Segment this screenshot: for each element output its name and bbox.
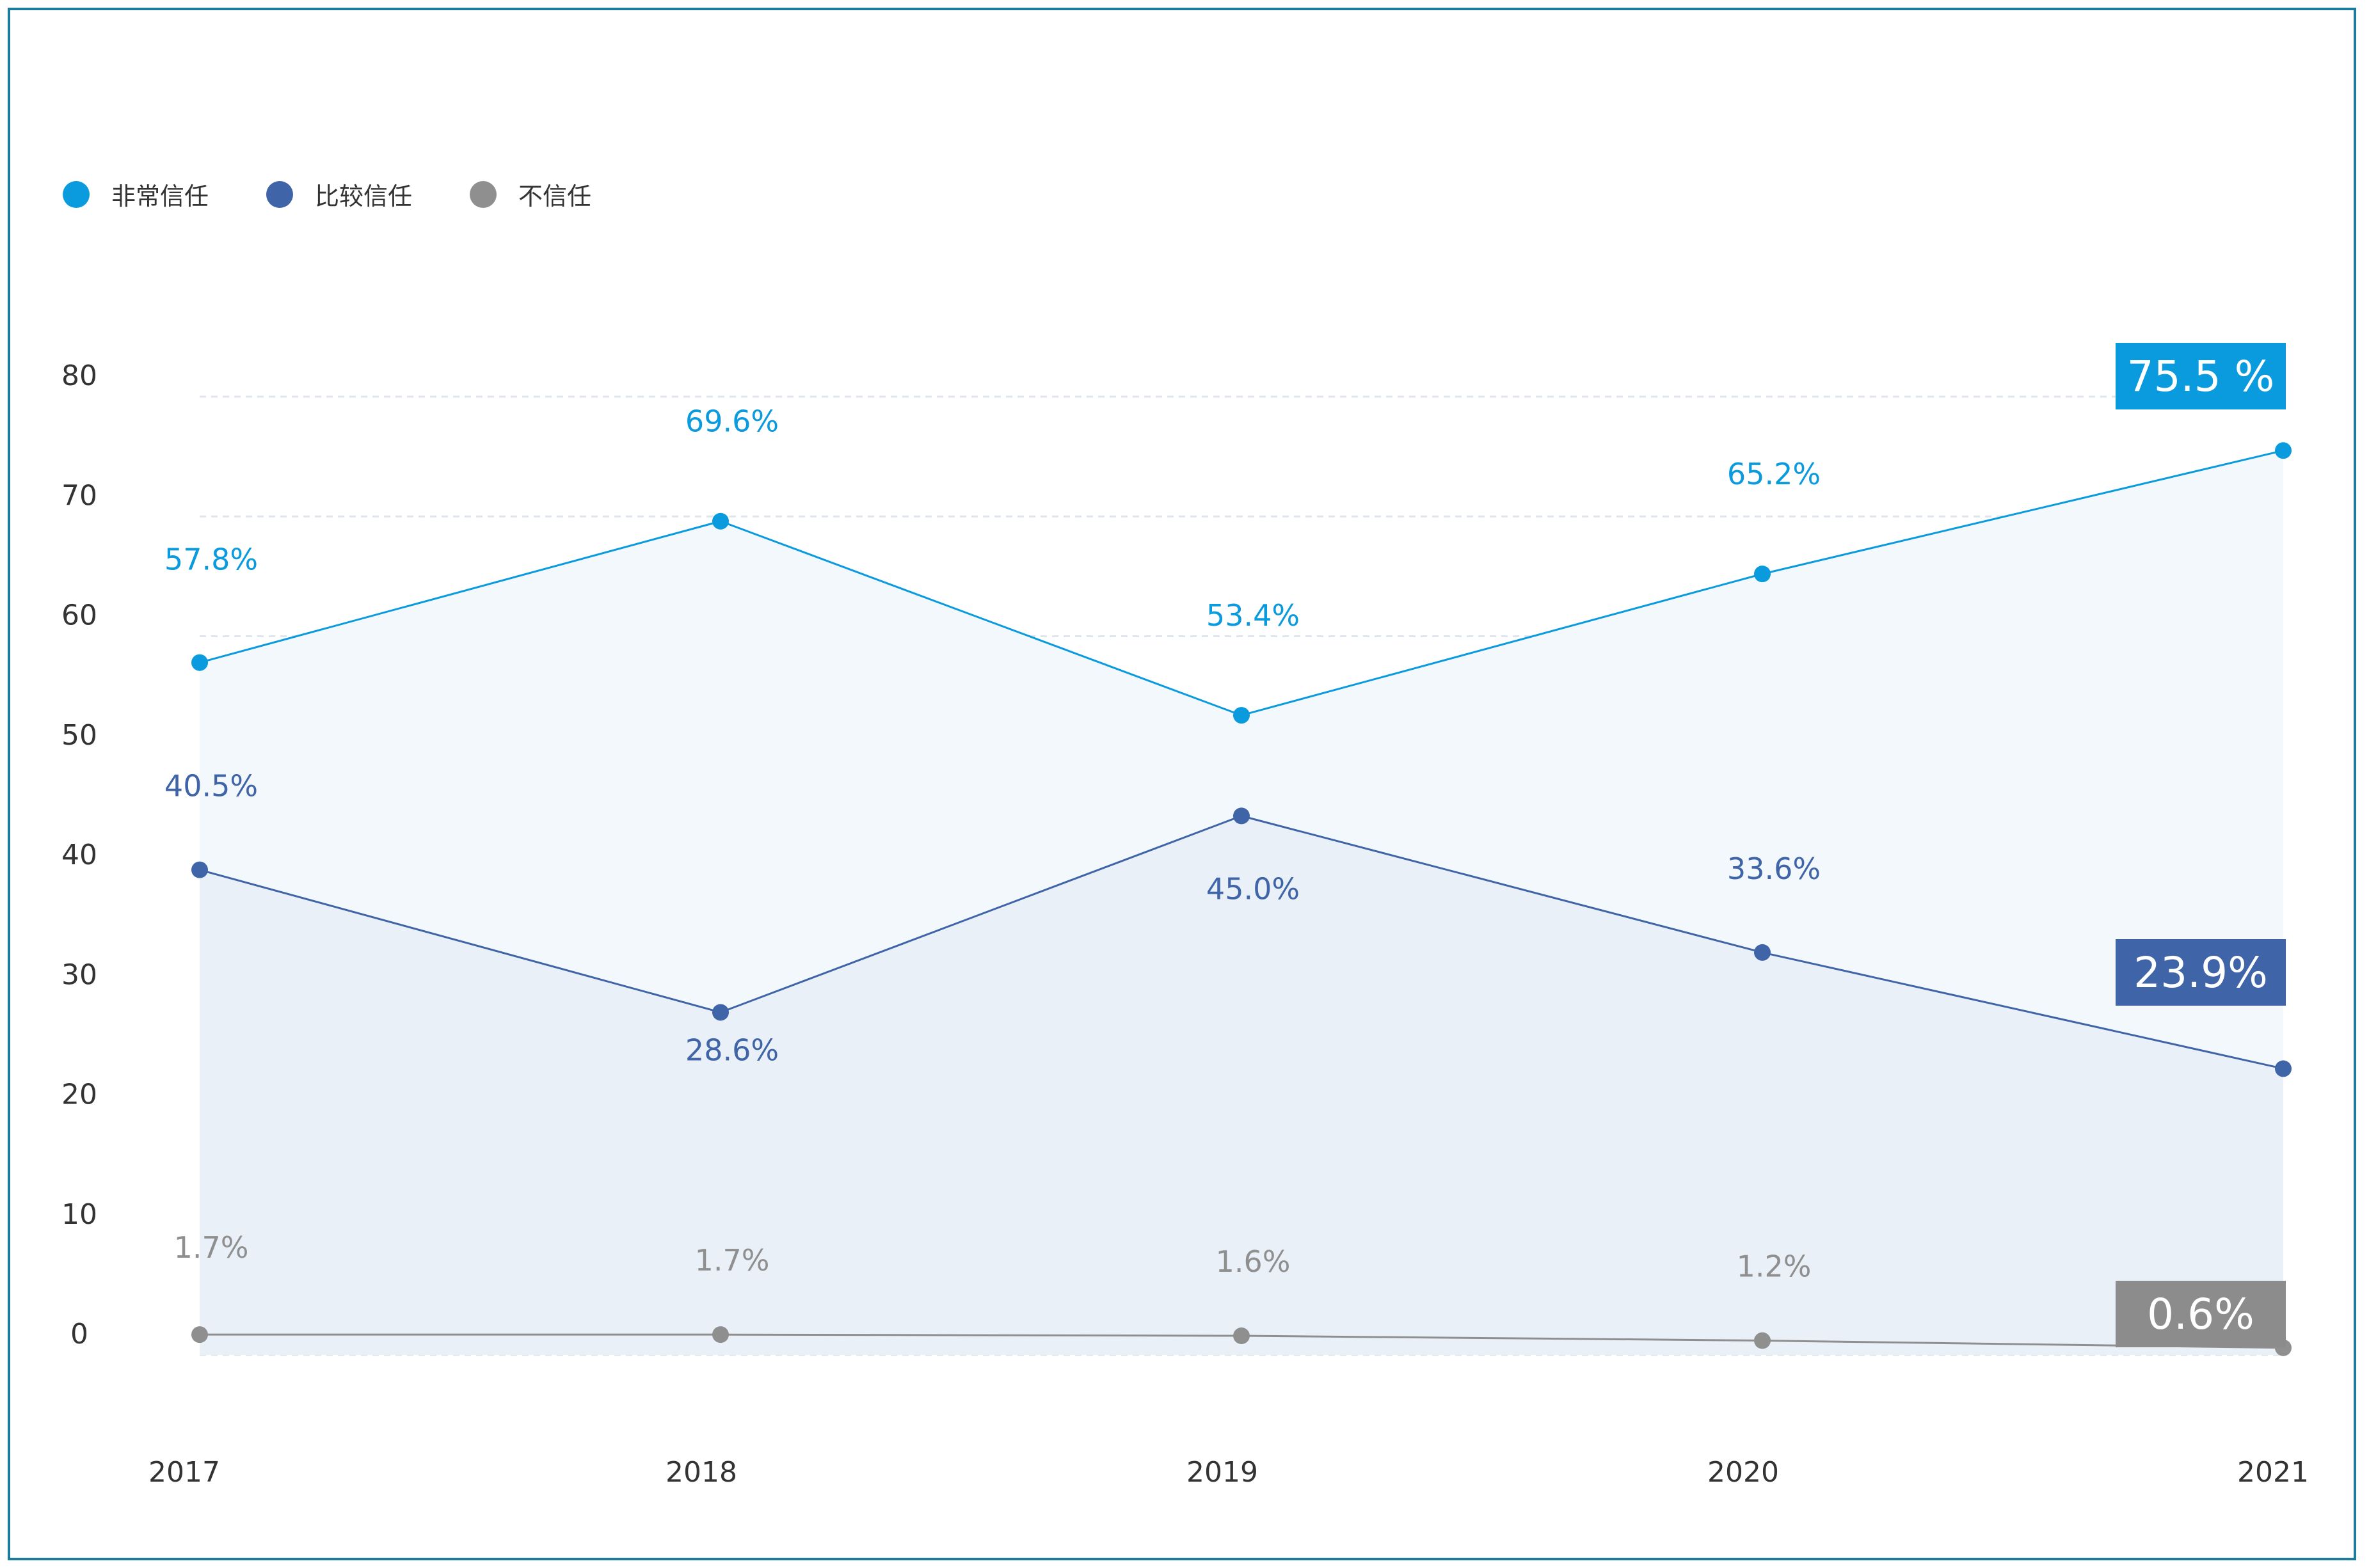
end-value-badge-distrust: 0.6% <box>2116 1281 2286 1347</box>
data-label: 1.7% <box>174 1230 249 1265</box>
line-chart: 0 10 20 30 40 50 60 70 80 2017 2018 2019 2020 2021 57.… <box>61 360 2309 1489</box>
y-tick-label: 0 <box>70 1318 88 1350</box>
data-point <box>191 654 208 671</box>
y-tick-label: 80 <box>61 360 97 392</box>
data-label: 33.6% <box>1727 851 1821 886</box>
data-point <box>1754 1332 1771 1349</box>
legend-item-distrust[interactable]: 不信任 <box>470 177 591 212</box>
legend: 非常信任 比较信任 不信任 <box>63 177 591 212</box>
legend-marker-icon <box>470 180 497 208</box>
data-point <box>712 1326 729 1343</box>
chart-frame: 0 10 20 30 40 50 60 70 80 2017 2018 2019 2020 2021 57.… <box>8 8 2356 1560</box>
data-point <box>1233 807 1250 825</box>
x-tick-label: 2020 <box>1707 1456 1779 1489</box>
data-label: 1.2% <box>1737 1249 1812 1284</box>
y-tick-label: 50 <box>61 719 97 752</box>
data-label: 40.5% <box>164 769 258 804</box>
data-point <box>1233 707 1250 724</box>
series-area <box>200 816 2283 1355</box>
data-point <box>1754 566 1771 583</box>
x-tick-label: 2019 <box>1186 1456 1258 1489</box>
x-tick-label: 2018 <box>666 1456 737 1489</box>
data-point <box>2275 1060 2292 1077</box>
data-point <box>1233 1327 1250 1345</box>
x-tick-label: 2017 <box>148 1456 220 1489</box>
data-point <box>191 1326 208 1343</box>
y-tick-label: 10 <box>61 1198 97 1231</box>
data-label: 1.6% <box>1216 1244 1291 1279</box>
y-tick-label: 20 <box>61 1079 97 1111</box>
data-point <box>191 861 208 878</box>
legend-label: 不信任 <box>518 182 592 210</box>
legend-label: 非常信任 <box>111 182 209 210</box>
end-value-badge-very-trust: 75.5 % <box>2116 343 2286 409</box>
data-label: 65.2% <box>1727 457 1821 491</box>
legend-marker-icon <box>266 180 294 208</box>
y-tick-label: 60 <box>61 599 97 632</box>
y-tick-label: 30 <box>61 958 97 991</box>
data-label: 69.6% <box>685 404 779 439</box>
data-label: 28.6% <box>685 1033 779 1067</box>
y-tick-label: 40 <box>61 839 97 871</box>
y-tick-label: 70 <box>61 479 97 512</box>
legend-item-fairly-trust[interactable]: 比较信任 <box>266 177 412 212</box>
data-label: 45.0% <box>1206 871 1300 906</box>
data-point <box>1754 944 1771 961</box>
data-label: 57.8% <box>164 542 258 577</box>
legend-item-very-trust[interactable]: 非常信任 <box>63 177 209 212</box>
data-label: 1.7% <box>695 1243 770 1278</box>
legend-label: 比较信任 <box>315 182 413 210</box>
data-point <box>712 1004 729 1021</box>
legend-marker-icon <box>63 180 90 208</box>
data-label: 53.4% <box>1206 598 1300 633</box>
end-value-badge-fairly-trust: 23.9% <box>2116 939 2286 1006</box>
data-point <box>2275 442 2292 459</box>
x-tick-label: 2021 <box>2237 1456 2309 1489</box>
data-point <box>712 512 729 530</box>
